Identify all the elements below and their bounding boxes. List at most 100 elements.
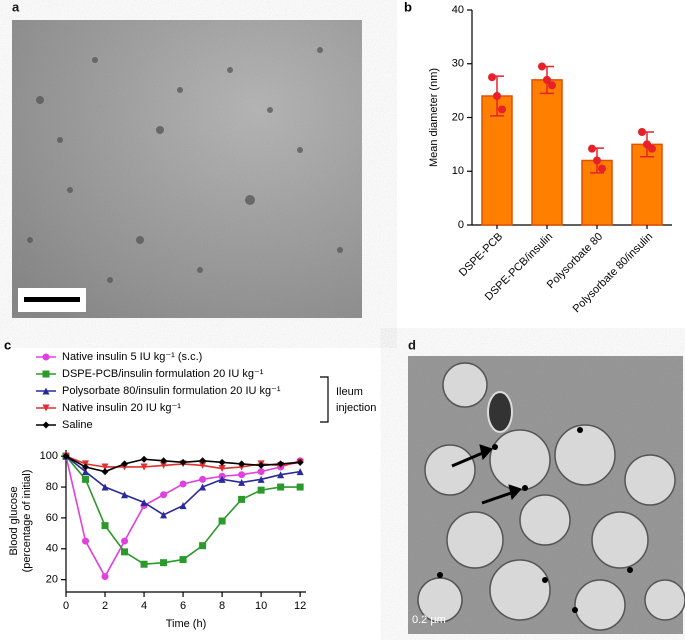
marker — [82, 463, 90, 471]
panel-label: a — [12, 0, 20, 14]
marker — [238, 478, 246, 486]
marker — [199, 461, 207, 469]
legend-label: Native insulin 20 IU kg⁻¹ — [62, 402, 181, 414]
data-point — [493, 92, 501, 100]
y-tick-label: 100 — [40, 450, 58, 462]
y-axis-label: Blood glucose — [8, 486, 20, 555]
legend-label: Native insulin 5 IU kg⁻¹ (s.c.) — [62, 351, 202, 363]
marker — [160, 491, 168, 499]
data-point — [648, 144, 656, 153]
marker — [218, 458, 226, 466]
marker — [179, 556, 187, 564]
x-tick-label: 4 — [141, 600, 147, 612]
marker — [296, 458, 304, 466]
marker — [140, 498, 148, 506]
marker — [121, 491, 129, 499]
marker — [257, 468, 265, 476]
marker — [296, 468, 304, 476]
marker — [218, 517, 226, 525]
marker — [42, 421, 50, 429]
marker — [277, 471, 285, 479]
panel-label: c — [4, 337, 11, 352]
marker — [101, 573, 109, 581]
data-point — [593, 156, 601, 165]
y-tick-label: 80 — [46, 481, 58, 493]
micrograph-d: 0.2 µm — [408, 356, 685, 634]
data-point — [488, 73, 496, 82]
marker — [121, 548, 129, 556]
x-axis-label: Time (h) — [166, 618, 207, 630]
y-tick-label: 30 — [452, 58, 464, 70]
x-tick-label: 8 — [219, 600, 225, 612]
marker — [199, 475, 207, 483]
marker — [277, 460, 285, 468]
data-point — [498, 105, 506, 114]
marker — [42, 353, 50, 361]
marker — [238, 471, 246, 479]
y-tick-label: 40 — [452, 4, 464, 16]
x-tick-label: 2 — [102, 600, 108, 612]
x-tick-label: DSPE-PCB — [457, 231, 505, 279]
x-tick-label: 6 — [180, 600, 186, 612]
marker — [121, 460, 129, 468]
bracket: Ileum injection — [320, 376, 376, 423]
marker — [121, 537, 129, 545]
micrograph-a — [12, 20, 362, 318]
series-line — [65, 455, 301, 566]
legend-label: Saline — [62, 419, 93, 431]
data-point — [543, 75, 551, 84]
marker — [199, 457, 207, 465]
marker — [101, 463, 109, 471]
scale-label: 0.2 µm — [412, 614, 446, 626]
marker — [140, 560, 148, 568]
marker — [218, 475, 226, 483]
panel-label: b — [404, 0, 412, 14]
marker — [238, 495, 246, 503]
bar — [631, 143, 663, 226]
y-tick-label: 60 — [46, 512, 58, 524]
marker — [179, 458, 187, 466]
bar — [531, 79, 563, 226]
marker — [160, 457, 168, 465]
data-point — [538, 62, 546, 71]
marker — [218, 465, 226, 473]
x-tick-label: 0 — [63, 600, 69, 612]
legend-label: Polysorbate 80/insulin formulation 20 IU… — [62, 385, 281, 397]
marker — [199, 483, 207, 491]
bracket-text: injection — [336, 402, 376, 414]
data-point — [598, 164, 606, 173]
y-tick-label: 10 — [452, 165, 464, 177]
marker — [277, 483, 285, 491]
marker — [238, 460, 246, 468]
data-point — [638, 128, 646, 137]
y-tick-label: 20 — [46, 574, 58, 586]
bracket-text: Ileum — [336, 386, 363, 398]
y-tick-label: 20 — [452, 111, 464, 123]
marker — [257, 475, 265, 483]
marker — [82, 537, 90, 545]
marker — [101, 468, 109, 476]
marker — [82, 468, 90, 476]
marker — [257, 461, 265, 469]
marker — [296, 483, 304, 491]
marker — [160, 461, 168, 469]
marker — [101, 483, 109, 491]
legend-label: DSPE-PCB/insulin formulation 20 IU kg⁻¹ — [62, 368, 264, 380]
y-tick-label: 0 — [458, 219, 464, 231]
marker — [42, 387, 50, 395]
marker — [82, 475, 90, 483]
data-point — [588, 144, 596, 153]
marker — [199, 542, 207, 550]
marker — [179, 480, 187, 488]
marker — [101, 522, 109, 530]
marker — [160, 511, 168, 519]
marker — [42, 370, 50, 378]
x-tick-label: 12 — [294, 600, 306, 612]
marker — [42, 404, 50, 412]
marker — [179, 502, 187, 510]
marker — [140, 455, 148, 463]
y-axis-label: (percentage of initial) — [21, 470, 33, 573]
marker — [140, 463, 148, 471]
data-point — [548, 81, 556, 90]
